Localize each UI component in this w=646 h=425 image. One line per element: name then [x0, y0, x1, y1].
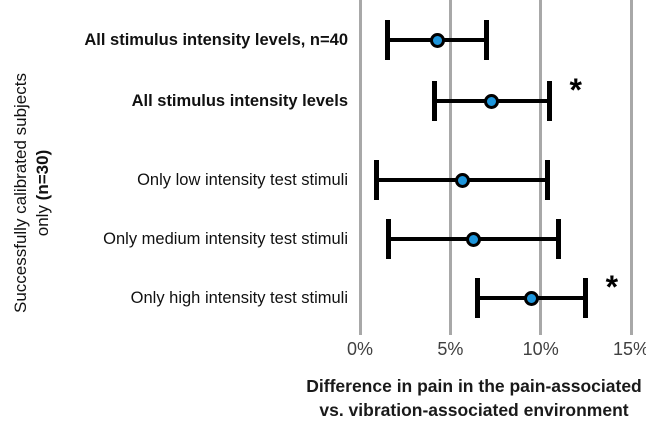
gridline	[629, 0, 633, 335]
gridline	[358, 0, 362, 335]
error-bar-cap-right	[583, 278, 589, 318]
y-axis-title-line2-normal: only	[33, 200, 52, 237]
error-bar-cap-left	[384, 20, 390, 60]
gridline	[539, 0, 543, 335]
significance-asterisk: *	[605, 269, 619, 305]
x-axis-title-line2: vs. vibration-associated environment	[319, 400, 629, 420]
gridline	[448, 0, 452, 335]
error-bar-cap-left	[373, 160, 379, 200]
category-label: All stimulus intensity levels, n=40	[84, 31, 348, 49]
x-tick-label: 5%	[437, 339, 464, 359]
data-point-marker	[524, 290, 540, 306]
data-point-marker	[430, 32, 446, 48]
data-point-marker	[455, 172, 471, 188]
data-point-marker	[466, 231, 482, 247]
x-tick-label: 0%	[346, 339, 373, 359]
x-axis-title-line1: Difference in pain in the pain-associate…	[306, 376, 642, 396]
category-label: Only high intensity test stimuli	[130, 289, 348, 307]
data-point-marker	[484, 93, 500, 109]
error-bar-cap-left	[474, 278, 480, 318]
significance-asterisk: *	[569, 72, 582, 108]
error-bar-cap-right	[556, 219, 562, 259]
error-bar-cap-left	[431, 81, 437, 121]
category-label: Only medium intensity test stimuli	[103, 230, 348, 248]
x-axis-title: Difference in pain in the pain-associate…	[301, 374, 646, 422]
error-bar-cap-right	[483, 20, 489, 60]
y-axis-title-line1: Successfully calibrated subjects	[11, 73, 30, 314]
category-label: Only low intensity test stimuli	[137, 171, 348, 189]
error-bar-cap-left	[386, 219, 392, 259]
y-axis-title: Successfully calibrated subjects only (n…	[10, 33, 54, 353]
x-tick-label: 10%	[522, 339, 559, 359]
y-axis-title-line2-bold: (n=30)	[33, 149, 52, 201]
category-label: All stimulus intensity levels	[131, 92, 348, 110]
x-tick-label: 15%	[613, 339, 646, 359]
error-bar-cap-right	[545, 160, 551, 200]
error-bar-cap-right	[547, 81, 553, 121]
